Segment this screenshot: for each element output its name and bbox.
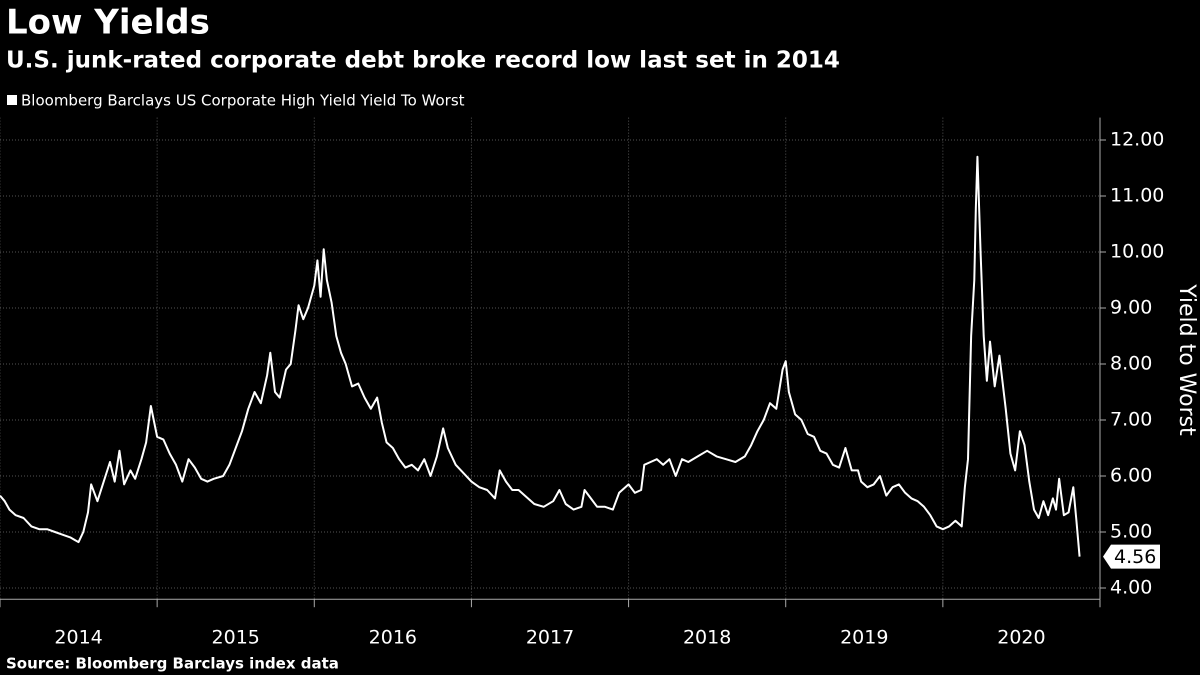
y-tick-label: 11.00: [1110, 185, 1164, 207]
x-tick-label: 2020: [997, 627, 1045, 649]
legend-swatch: [7, 95, 17, 105]
y-tick-label: 12.00: [1110, 129, 1164, 151]
x-tick-label: 2016: [369, 627, 417, 649]
x-tick-label: 2019: [840, 627, 888, 649]
last-value-box: [1103, 544, 1160, 569]
x-tick-label: 2014: [54, 627, 102, 649]
y-tick-label: 9.00: [1110, 297, 1152, 319]
y-tick-label: 7.00: [1110, 409, 1152, 431]
legend-label: Bloomberg Barclays US Corporate High Yie…: [21, 92, 465, 110]
series-line: [0, 155, 1081, 557]
source: Source: Bloomberg Barclays index data: [6, 655, 339, 673]
x-tick-label: 2015: [212, 627, 260, 649]
x-tick-label: 2017: [526, 627, 574, 649]
y-tick-label: 6.00: [1110, 465, 1152, 487]
y-tick-label: 5.00: [1110, 521, 1152, 543]
y-tick-label: 4.00: [1110, 577, 1152, 599]
y-axis-title: Yield to Worst: [1174, 283, 1199, 436]
y-tick-label: 10.00: [1110, 241, 1164, 263]
y-tick-label: 8.00: [1110, 353, 1152, 375]
last-value-label: 4.56: [1114, 546, 1156, 568]
chart-subtitle: U.S. junk-rated corporate debt broke rec…: [6, 48, 840, 74]
chart-title: Low Yields: [6, 3, 210, 43]
x-tick-label: 2018: [683, 627, 731, 649]
